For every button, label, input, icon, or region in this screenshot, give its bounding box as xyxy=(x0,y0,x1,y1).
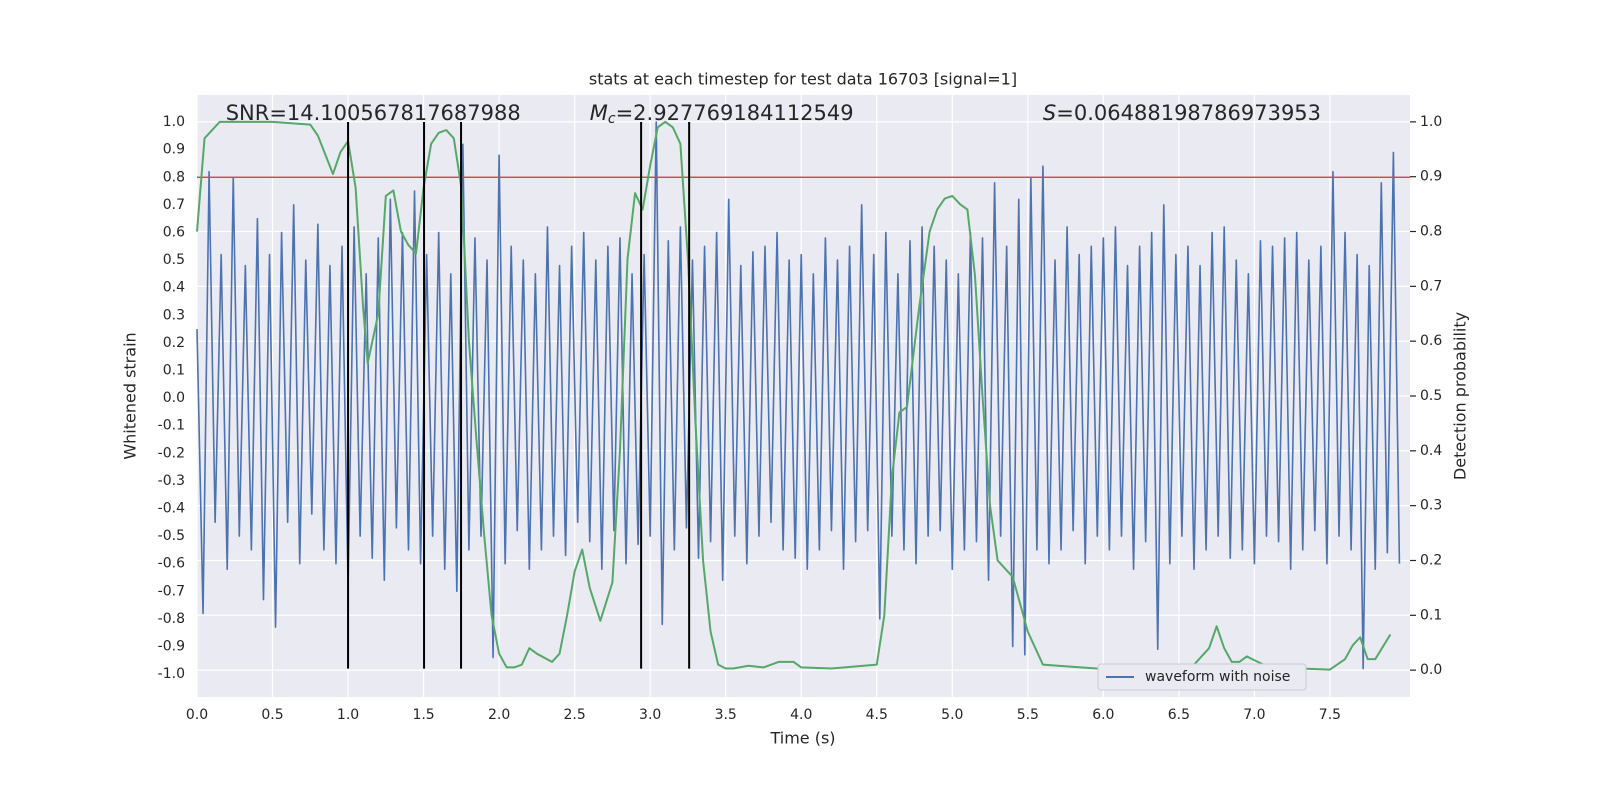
y-tick-label: 1.0 xyxy=(163,114,185,130)
x-tick-label: 1.5 xyxy=(412,707,434,723)
y2-tick-label: 0.5 xyxy=(1420,388,1442,404)
y-tick-label: 0.3 xyxy=(163,307,185,323)
y-tick-label: -0.5 xyxy=(158,528,185,544)
x-tick-label: 2.0 xyxy=(488,707,510,723)
x-tick-label: 0.5 xyxy=(261,707,283,723)
y2-tick-label: 0.1 xyxy=(1420,607,1442,623)
y-tick-label: -0.8 xyxy=(158,611,185,627)
y-tick-label: -0.7 xyxy=(158,583,185,599)
x-tick-label: 5.5 xyxy=(1017,707,1039,723)
y-tick-label: 0.9 xyxy=(163,142,185,158)
y-tick-label: 0.8 xyxy=(163,169,185,185)
y-tick-label: -0.2 xyxy=(158,445,185,461)
annotation-text: =0.06488198786973953 xyxy=(1056,101,1321,125)
annotation-symbol: S xyxy=(1043,101,1056,125)
y2-tick-label: 0.0 xyxy=(1420,662,1442,678)
annotation: SNR=14.100567817687988 xyxy=(226,101,521,125)
y2-tick-label: 0.8 xyxy=(1420,224,1442,240)
y-tick-label: -0.1 xyxy=(158,418,185,434)
probability-line xyxy=(196,120,1392,671)
legend-label: waveform with noise xyxy=(1145,669,1290,685)
chart-title: stats at each timestep for test data 167… xyxy=(589,70,1017,89)
annotation-subscript: c xyxy=(608,111,616,127)
y2-axis-label: Detection probability xyxy=(1451,312,1470,480)
y2-tick-label: 0.6 xyxy=(1420,333,1442,349)
y-tick-label: 0.7 xyxy=(163,197,185,213)
annotation-text: =2.927769184112549 xyxy=(616,101,854,125)
y-tick-label: -1.0 xyxy=(158,666,185,682)
x-tick-label: 6.5 xyxy=(1168,707,1190,723)
annotation-text: SNR=14.100567817687988 xyxy=(226,101,521,125)
x-tick-label: 7.0 xyxy=(1243,707,1265,723)
y2-tick-label: 1.0 xyxy=(1420,114,1442,130)
y-tick-label: 0.5 xyxy=(163,252,185,268)
annotation-symbol: M xyxy=(590,101,608,125)
y2-tick-label: 0.2 xyxy=(1420,552,1442,568)
annotation: Mc=2.927769184112549 xyxy=(590,101,854,127)
x-tick-label: 4.5 xyxy=(866,707,888,723)
x-tick-label: 3.0 xyxy=(639,707,661,723)
y-tick-label: -0.4 xyxy=(158,500,185,516)
y-tick-label: -0.9 xyxy=(158,638,185,654)
y-tick-label: -0.3 xyxy=(158,473,185,489)
y2-tick-label: 0.3 xyxy=(1420,498,1442,514)
y2-tick-label: 0.9 xyxy=(1420,169,1442,185)
y2-tick-label: 0.4 xyxy=(1420,443,1442,459)
x-tick-label: 0.0 xyxy=(186,707,208,723)
x-tick-label: 1.0 xyxy=(337,707,359,723)
legend-box xyxy=(1097,663,1307,691)
x-axis-label: Time (s) xyxy=(769,729,835,748)
x-tick-label: 7.5 xyxy=(1319,707,1341,723)
x-tick-label: 6.0 xyxy=(1092,707,1114,723)
annotation: S=0.06488198786973953 xyxy=(1043,101,1321,125)
y-tick-label: 0.6 xyxy=(163,224,185,240)
x-tick-label: 4.0 xyxy=(790,707,812,723)
y2-tick-label: 0.7 xyxy=(1420,278,1442,294)
x-tick-label: 2.5 xyxy=(564,707,586,723)
y-axis-label: Whitened strain xyxy=(121,332,140,459)
y-tick-label: 0.4 xyxy=(163,280,185,296)
waveform-line xyxy=(196,121,1401,670)
x-tick-label: 5.0 xyxy=(941,707,963,723)
y-tick-label: 0.1 xyxy=(163,362,185,378)
y-tick-label: 0.2 xyxy=(163,335,185,351)
x-tick-label: 3.5 xyxy=(715,707,737,723)
y-tick-label: 0.0 xyxy=(163,390,185,406)
y-tick-label: -0.6 xyxy=(158,556,185,572)
